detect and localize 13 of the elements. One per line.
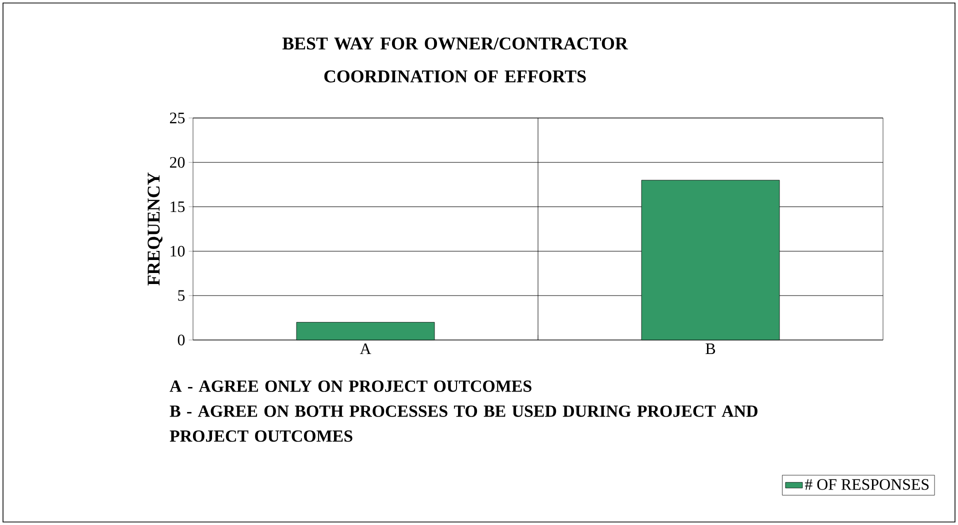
y-tick-label: 20 [170, 157, 185, 168]
text: A - AGREE ONLY ON PROJECT OUTCOMES [170, 380, 532, 392]
y-tick-label: 25 [170, 112, 185, 124]
y-tick-label: 0 [178, 334, 185, 346]
text: B - AGREE ON BOTH PROCESSES TO BE USED DURING PROJECT AND PROJECT OUTCOMES [170, 406, 758, 442]
chart-title: BEST WAY FOR OWNER/CONTRACTOR COORDINATION OF EFFORTS [282, 38, 628, 82]
x-tick-label: B [706, 344, 716, 354]
y-tick-label: 10 [170, 246, 185, 257]
y-tick-label: 5 [178, 290, 185, 301]
y-tick-label: 15 [170, 201, 185, 212]
x-tick-label: A [360, 344, 372, 354]
legend-label: # OF RESPONSES [804, 479, 929, 490]
y-axis-title: FREQUENCY [148, 172, 162, 286]
